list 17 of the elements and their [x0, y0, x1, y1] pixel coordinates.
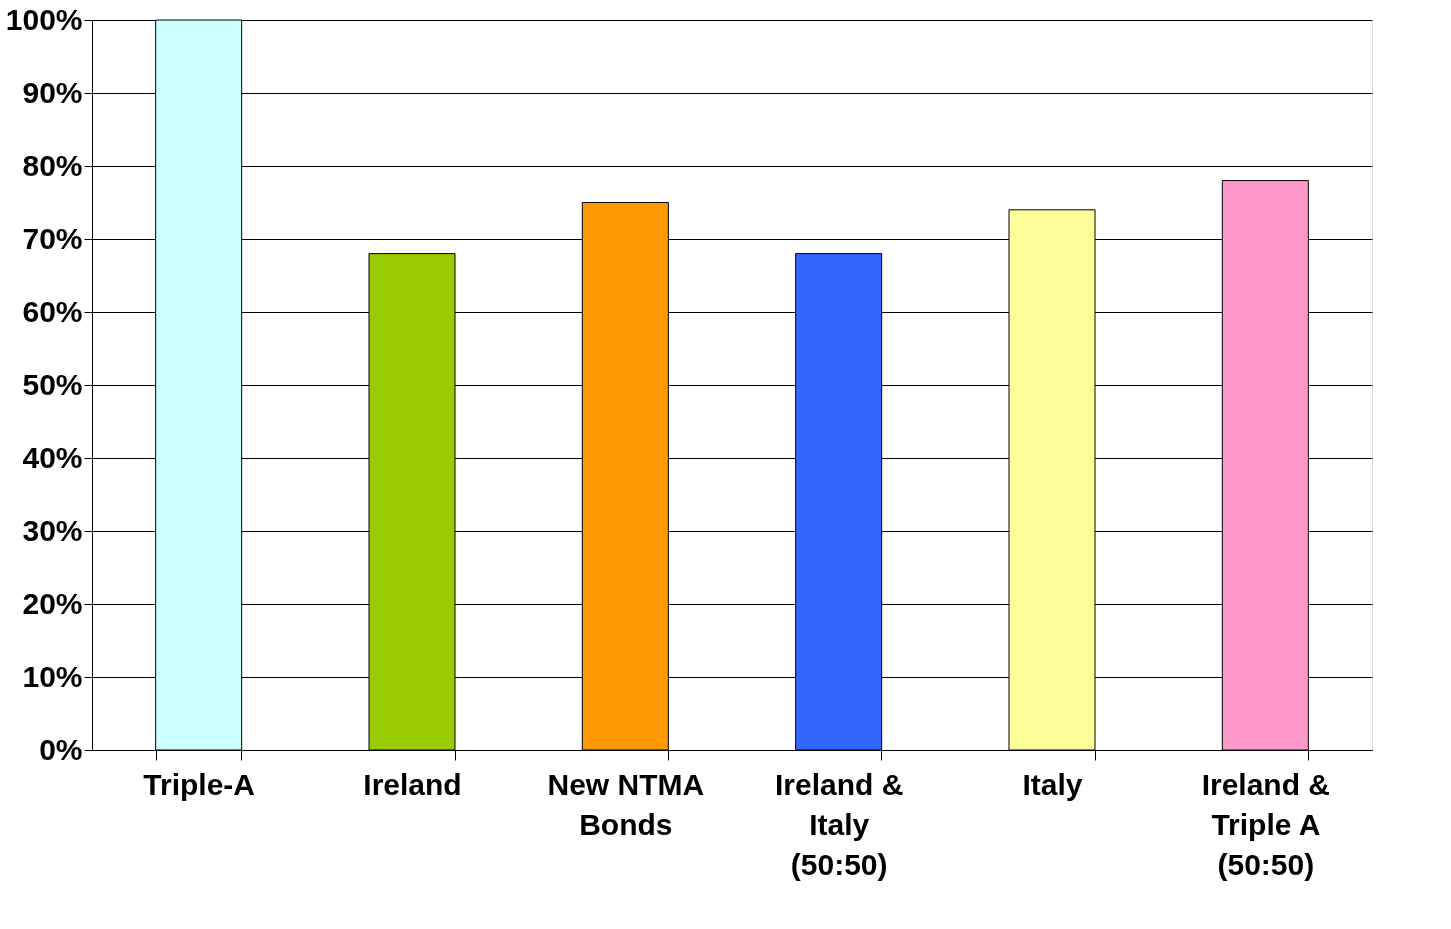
y-tick-label: 10%	[22, 659, 83, 693]
y-tick-label: 40%	[22, 440, 83, 474]
y-tick-label: 0%	[39, 732, 83, 766]
x-tick-label: Triple-A	[143, 767, 256, 801]
x-tick-label: Italy	[1022, 767, 1083, 801]
x-tick-label: New NTMA Bonds	[547, 767, 705, 841]
y-tick-label: 80%	[22, 148, 83, 182]
y-tick-label: 20%	[22, 586, 83, 620]
y-tick-label: 50%	[22, 367, 83, 401]
x-tick-label: Ireland	[363, 767, 462, 801]
x-tick-label: Ireland & Italy (50:50)	[774, 767, 904, 881]
y-tick-label: 90%	[22, 75, 83, 109]
y-tick-label: 70%	[22, 221, 83, 255]
x-tick-label: Ireland & Triple A (50:50)	[1201, 767, 1331, 881]
y-tick-label: 100%	[5, 2, 83, 36]
y-tick-label: 60%	[22, 294, 83, 328]
y-tick-label: 30%	[22, 513, 83, 547]
